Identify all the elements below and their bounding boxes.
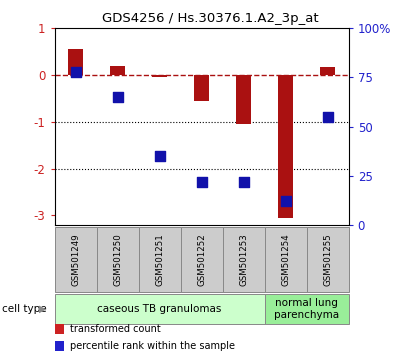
Point	[198, 179, 205, 184]
Point	[114, 94, 121, 100]
Bar	[236, 75, 251, 124]
Text: GSM501252: GSM501252	[197, 233, 206, 286]
Bar	[110, 66, 125, 75]
Text: percentile rank within the sample: percentile rank within the sample	[70, 341, 235, 351]
Point	[324, 114, 331, 120]
Text: ▶: ▶	[39, 304, 47, 314]
Point	[156, 153, 163, 159]
Bar	[278, 75, 293, 218]
Bar	[194, 75, 209, 101]
Text: transformed count: transformed count	[70, 324, 161, 334]
Text: GSM501249: GSM501249	[71, 233, 80, 286]
Text: GSM501255: GSM501255	[323, 233, 332, 286]
Text: caseous TB granulomas: caseous TB granulomas	[97, 304, 222, 314]
Text: normal lung
parenchyma: normal lung parenchyma	[274, 298, 339, 320]
Text: GSM501254: GSM501254	[281, 233, 290, 286]
Text: GDS4256 / Hs.30376.1.A2_3p_at: GDS4256 / Hs.30376.1.A2_3p_at	[102, 12, 318, 25]
Point	[282, 198, 289, 204]
Text: GSM501250: GSM501250	[113, 233, 122, 286]
Point	[72, 69, 79, 74]
Text: cell type: cell type	[2, 304, 47, 314]
Bar	[320, 67, 335, 75]
Text: GSM501253: GSM501253	[239, 233, 248, 286]
Text: GSM501251: GSM501251	[155, 233, 164, 286]
Bar	[152, 75, 167, 76]
Point	[240, 179, 247, 184]
Bar	[68, 49, 83, 75]
